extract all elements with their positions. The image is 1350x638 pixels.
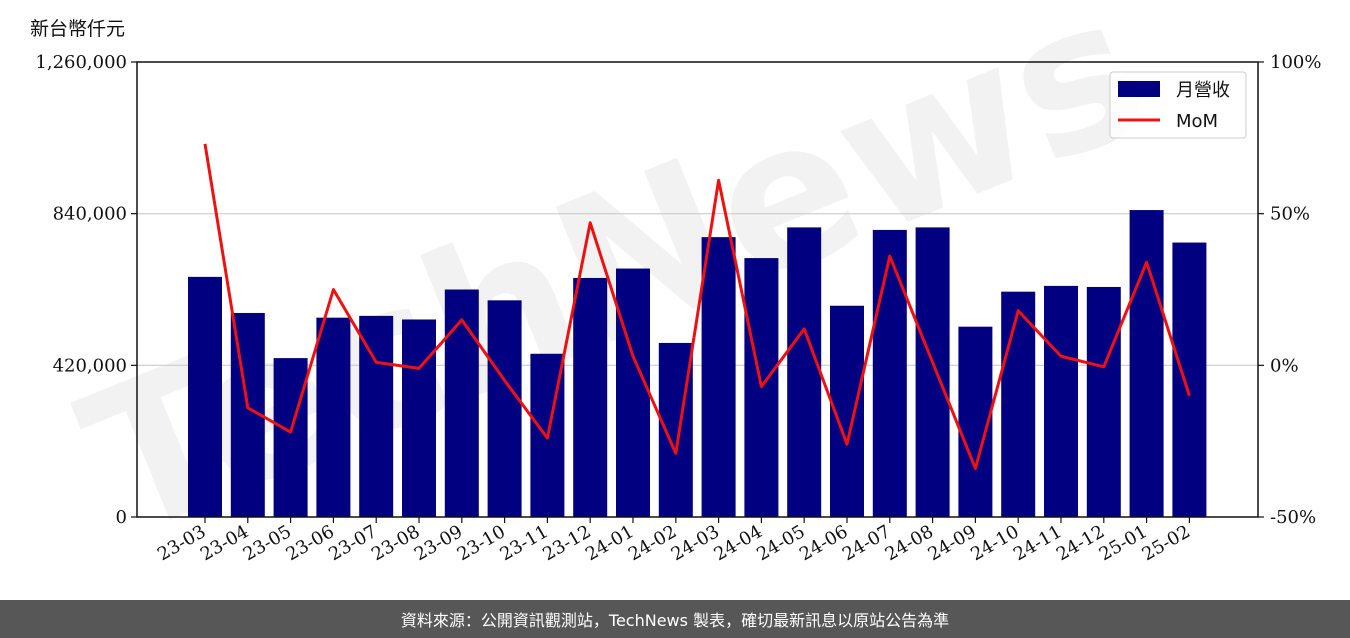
bar	[1001, 291, 1036, 517]
bar	[487, 300, 522, 517]
bar	[573, 277, 608, 517]
x-tick-label: 24-03	[668, 521, 723, 565]
bar	[1172, 242, 1207, 518]
x-tick-label: 24-11	[1010, 521, 1065, 565]
x-tick-label: 24-08	[882, 521, 937, 565]
y-left-tick-label: 840,000	[53, 204, 127, 225]
x-tick-label: 24-04	[710, 521, 765, 565]
x-tick-label: 23-11	[496, 521, 551, 565]
bar	[616, 268, 650, 517]
bar	[872, 229, 907, 517]
plot-frame	[136, 61, 1259, 518]
footer-source-note: 資料來源：公開資訊觀測站，TechNews 製表，確切最新訊息以原站公告為準	[0, 600, 1350, 638]
y-right-tick-label: 50%	[1270, 204, 1310, 225]
y-right-tick-label: 100%	[1270, 52, 1321, 73]
bar	[787, 227, 822, 517]
x-tick-label: 24-05	[753, 521, 808, 565]
legend-bar-swatch	[1118, 81, 1160, 97]
y-left-tick-label: 1,260,000	[35, 52, 127, 73]
x-tick-label: 24-01	[582, 521, 637, 565]
bar	[1044, 285, 1078, 517]
y-axis-unit-label: 新台幣仟元	[30, 18, 126, 40]
bar	[915, 227, 950, 517]
x-tick-label: 24-07	[839, 521, 894, 565]
y-left-tick-label: 420,000	[53, 355, 127, 376]
x-tick-label: 23-06	[282, 521, 337, 565]
x-tick-label: 23-09	[411, 521, 466, 565]
bar	[402, 319, 436, 517]
x-tick-label: 24-02	[625, 521, 680, 565]
legend-label-revenue: 月營收	[1176, 80, 1230, 101]
bar	[359, 315, 394, 517]
x-tick-label: 24-06	[796, 521, 851, 565]
x-tick-label: 23-12	[539, 521, 594, 565]
x-tick-label: 24-12	[1053, 521, 1108, 565]
y-right-tick-label: -50%	[1270, 507, 1316, 528]
legend-label-mom: MoM	[1176, 111, 1218, 132]
chart: 新台幣仟元 TechNews 0 420,000 840,000 1,260,000 -5…	[30, 0, 1321, 583]
mom-line	[203, 143, 1191, 470]
x-tick-label: 25-01	[1096, 521, 1151, 565]
y-left-tick-label: 0	[116, 507, 127, 528]
x-tick-label: 24-09	[924, 521, 979, 565]
x-tick-label: 24-10	[967, 521, 1022, 565]
x-tick-label: 23-07	[325, 521, 380, 565]
bar	[316, 317, 351, 517]
x-tick-label: 23-08	[368, 521, 423, 565]
bar	[444, 289, 479, 517]
chart-svg: TechNews0420,000840,0001,260,000-50%0%50…	[35, 0, 1321, 583]
x-tick-label: 25-02	[1138, 521, 1193, 565]
y-right-tick-label: 0%	[1270, 355, 1299, 376]
bar	[1129, 210, 1164, 518]
bar	[1086, 286, 1121, 517]
x-tick-label: 23-10	[454, 521, 509, 565]
bar	[273, 358, 308, 517]
bar	[701, 237, 736, 517]
bar	[188, 276, 222, 517]
